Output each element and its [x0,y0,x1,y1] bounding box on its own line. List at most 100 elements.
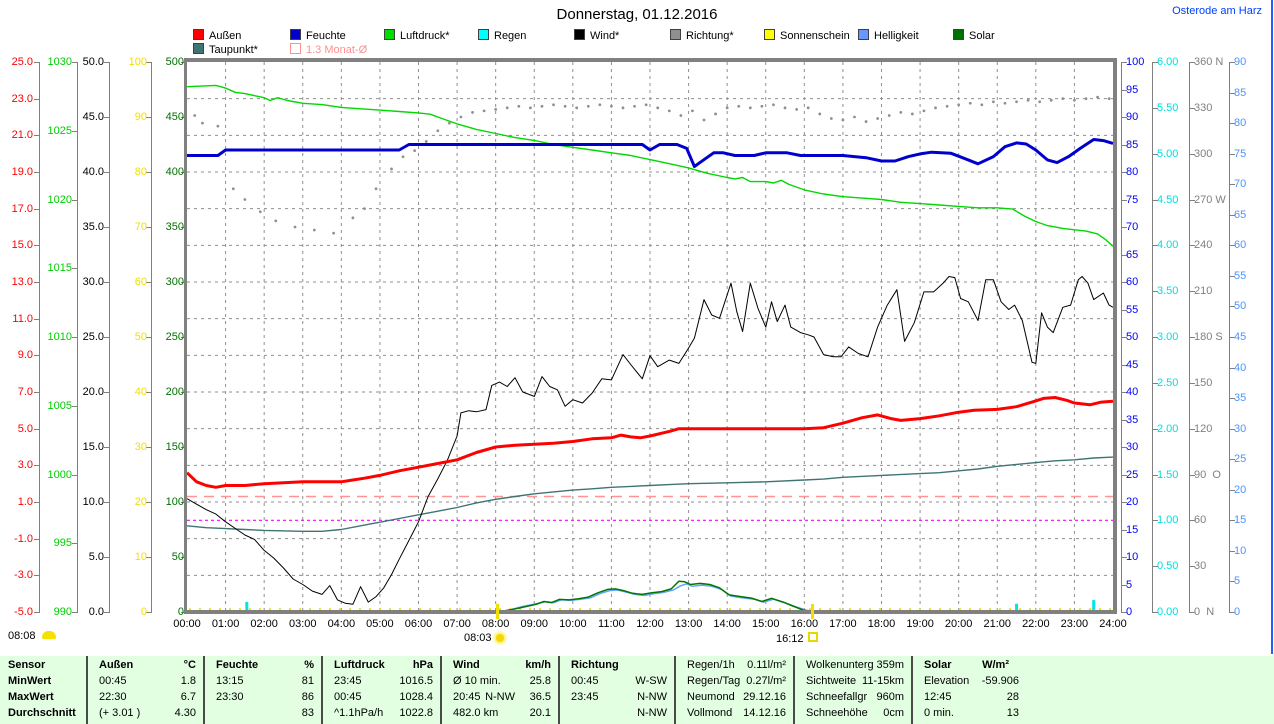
richtung-dot [714,112,717,116]
axis-tick [104,447,110,448]
richtung-dot [887,114,891,117]
axis-tick [1121,419,1127,421]
table-cell-value: km/h [525,659,551,671]
axis-tick-label-lm2: 4.00 [1157,239,1179,252]
axis-tick [1152,153,1158,155]
axis-tick-label-min: 80 [134,166,147,178]
richtung-dot [274,219,278,223]
table-separator [203,656,205,724]
axis-tick-label-pct: 75 [1126,193,1139,206]
x-tick-label: 09:00 [520,618,549,630]
richtung-dot [818,112,822,116]
x-tick-label: 10:00 [559,618,587,630]
axis-tick [1229,214,1235,216]
axis-tick-label-wm2: 300 [165,276,184,288]
axis-tick [34,172,40,173]
axis-tick-label-kmh: 25.0 [82,331,104,343]
axis-tick [104,502,110,503]
richtung-dot [413,149,417,153]
legend-label: Sonnenschein [780,30,850,42]
richtung-dot [193,114,197,117]
axis-tick-label-deg: 150 [1194,376,1213,389]
axis-tick [1121,172,1127,173]
axis-tick-label-pct: 85 [1126,138,1139,151]
axis-tick-label-temp: 15.0 [11,239,33,252]
legend-swatch [290,43,301,54]
axis-tick [1229,489,1235,491]
table-cell-label: (+ 3.01 ) [99,707,141,719]
axis-tick-label-pct: 55 [1126,303,1139,316]
richtung-dot [679,114,683,117]
axis-tick [1189,474,1195,476]
axis-tick-label-klux: 40 [1234,361,1247,374]
axis-tick-label-hpa: 1025 [47,124,72,137]
richtung-dot [667,109,671,113]
legend-item-richtung: Richtung* [670,29,734,42]
axis-tick [1152,291,1158,293]
axis-tick-label-deg: 60 [1194,514,1207,527]
axis-tick-label-klux: 70 [1234,178,1247,191]
axis-tick-label-lm2: 2.50 [1157,376,1179,389]
richtung-dot [563,104,567,108]
axis-tick [104,117,110,118]
axis-tick [146,392,152,393]
axis-tick [1189,612,1195,613]
axis-tick [34,612,40,613]
axis-tick [1121,62,1127,63]
axis-tick [1121,364,1127,366]
axis-tick-label-deg: 210 [1194,285,1213,298]
table-cell-label: 482.0 km [453,707,499,719]
richtung-dot [991,100,995,104]
axis-tick-label-pct: 70 [1126,221,1139,233]
axis-tick-label-pct: 50 [1126,331,1139,343]
axis-tick-label-pct: 95 [1126,83,1139,96]
axis-tick-label-klux: 5 [1234,575,1241,588]
axis-tick [1229,550,1235,552]
richtung-dot [876,117,880,120]
axis-tick [1229,367,1235,369]
table-separator [440,656,442,724]
richtung-dot [598,103,602,107]
axis-tick-label-deg: 360 N [1194,56,1224,68]
axis-tick-label-lm2: 0.00 [1157,606,1179,618]
table-cell-mid: W/m² [982,659,1009,671]
table-cell-label: Sichtweite [806,675,857,687]
x-tick-label: 00:00 [173,618,201,630]
table-cell-label: Wind [453,659,480,671]
x-tick-label: 24:00 [1099,618,1127,630]
axis-tick-label-pct: 40 [1126,386,1139,398]
table-cell-value: 86 [301,691,314,703]
axis-tick-label-temp: -1.0 [14,532,33,545]
x-tick-label: 22:00 [1022,618,1050,630]
legend-label: Solar [969,30,995,42]
table-cell-value: 83 [301,707,314,719]
table-cell-value: 13 [1006,707,1019,719]
x-tick-label: 04:00 [327,618,356,630]
axis-tick-label-pct: 60 [1126,276,1139,288]
axis-tick [34,465,40,467]
axis-tick-label-pct: 30 [1126,441,1139,453]
table-cell-label: Ø 10 min. [453,675,501,687]
axis-tick-label-kmh: 40.0 [82,166,104,178]
axis-tick [34,245,40,247]
table-cell-label: 0 min. [924,707,954,719]
series-auen [185,396,1114,489]
moon-icon [41,631,56,639]
richtung-dot [644,103,648,107]
sunset-icon [807,632,818,642]
x-tick-label: 15:00 [751,618,780,630]
axis-tick [1229,612,1235,613]
axis-tick-label-wm2: 500 [165,56,184,68]
table-cell-value: 25.8 [529,675,551,687]
axis-tick [1121,89,1127,91]
axis-tick [1189,428,1195,430]
axis-tick [146,117,152,118]
axis-tick [1152,199,1158,201]
axis-tick-label-temp: 5.0 [17,422,33,435]
chart-spine-right [1113,58,1117,614]
table-cell-value: % [304,659,314,671]
series-wind [186,276,1114,605]
richtung-dot [1073,98,1076,102]
richtung-dot [586,104,590,108]
moonrise-label: 08:08 [8,630,36,642]
